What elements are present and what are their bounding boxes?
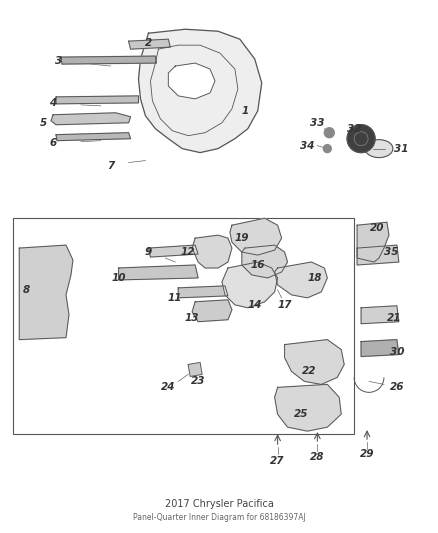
Polygon shape — [275, 384, 341, 431]
Text: 19: 19 — [235, 233, 249, 243]
Polygon shape — [178, 286, 228, 298]
Text: 22: 22 — [302, 367, 317, 376]
Text: 31: 31 — [394, 143, 408, 154]
Polygon shape — [148, 245, 198, 257]
Text: 12: 12 — [181, 247, 195, 257]
Text: 23: 23 — [191, 376, 205, 386]
Text: 32: 32 — [347, 124, 361, 134]
Circle shape — [347, 125, 375, 152]
Polygon shape — [357, 245, 399, 265]
Polygon shape — [56, 133, 131, 141]
Circle shape — [323, 144, 331, 152]
Text: 34: 34 — [300, 141, 314, 151]
Text: 18: 18 — [307, 273, 321, 283]
Text: 27: 27 — [270, 456, 285, 466]
Polygon shape — [285, 340, 344, 384]
Polygon shape — [222, 262, 278, 308]
Bar — [13, 218, 354, 434]
Text: 21: 21 — [387, 313, 401, 323]
Text: 13: 13 — [185, 313, 199, 323]
Text: 14: 14 — [247, 300, 262, 310]
Text: 9: 9 — [145, 247, 152, 257]
Text: 5: 5 — [39, 118, 47, 128]
Polygon shape — [357, 222, 389, 262]
Text: 33: 33 — [310, 118, 325, 128]
Polygon shape — [192, 300, 232, 322]
Text: 29: 29 — [360, 449, 374, 459]
Text: 1: 1 — [241, 106, 248, 116]
Circle shape — [324, 128, 334, 138]
Text: 30: 30 — [390, 346, 404, 357]
Polygon shape — [56, 96, 138, 104]
Text: 6: 6 — [49, 138, 57, 148]
Polygon shape — [19, 245, 73, 340]
Text: 28: 28 — [310, 452, 325, 462]
Text: 24: 24 — [161, 382, 176, 392]
Polygon shape — [361, 306, 399, 324]
Text: 25: 25 — [294, 409, 309, 419]
Text: 7: 7 — [107, 160, 114, 171]
Text: 3: 3 — [55, 56, 63, 66]
Text: 17: 17 — [277, 300, 292, 310]
Polygon shape — [129, 39, 170, 49]
Text: 10: 10 — [111, 273, 126, 283]
Polygon shape — [192, 235, 232, 268]
Polygon shape — [51, 113, 131, 125]
Polygon shape — [275, 262, 327, 298]
Text: 2017 Chrysler Pacifica: 2017 Chrysler Pacifica — [165, 499, 273, 509]
Polygon shape — [138, 29, 262, 152]
Text: 35: 35 — [384, 247, 398, 257]
Text: 8: 8 — [23, 285, 30, 295]
Polygon shape — [188, 362, 202, 376]
Text: 4: 4 — [49, 98, 57, 108]
Ellipse shape — [365, 140, 393, 158]
Polygon shape — [230, 218, 282, 255]
Text: 2: 2 — [145, 38, 152, 48]
Text: 16: 16 — [251, 260, 265, 270]
Polygon shape — [119, 265, 198, 280]
Text: 26: 26 — [390, 382, 404, 392]
Text: 20: 20 — [370, 223, 384, 233]
Polygon shape — [61, 56, 156, 64]
Text: Panel-Quarter Inner Diagram for 68186397AJ: Panel-Quarter Inner Diagram for 68186397… — [133, 513, 305, 522]
Polygon shape — [242, 245, 288, 278]
Polygon shape — [168, 63, 215, 99]
Text: 11: 11 — [168, 293, 183, 303]
Polygon shape — [361, 340, 399, 357]
